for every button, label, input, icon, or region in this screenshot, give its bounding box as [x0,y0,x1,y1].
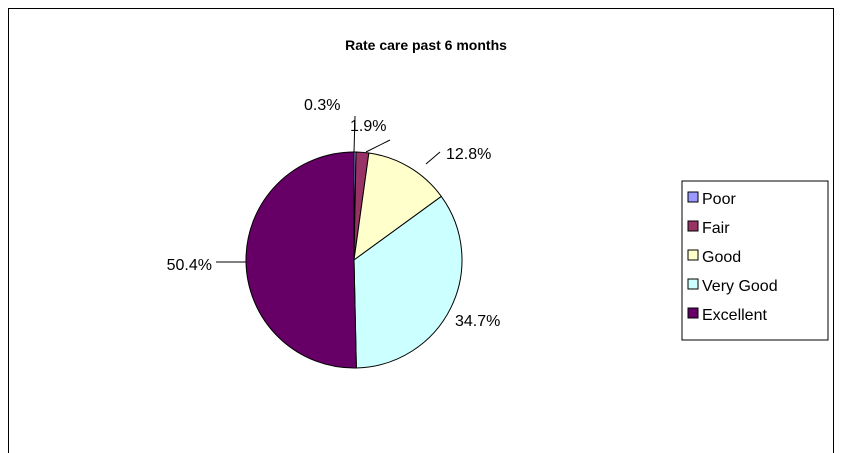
legend-label: Very Good [702,278,778,295]
data-labels: 0.3% 1.9% 12.8% 34.7% 50.4% [167,97,501,330]
legend-label: Poor [702,191,736,208]
legend: Poor Fair Good Very Good Excellent [681,180,829,341]
pie-slice-excellent [245,151,357,369]
pie-slice-good [353,152,443,262]
leader-lines [216,115,441,263]
data-label-very-good: 34.7% [455,313,500,330]
leader-line [353,115,356,153]
leader-line [425,151,441,165]
data-label-excellent: 50.4% [167,257,212,274]
pie-slices [245,151,463,369]
data-label-fair: 1.9% [350,118,386,135]
chart-title: Rate care past 6 months [345,37,507,53]
legend-swatch [687,220,699,232]
legend-label: Excellent [702,307,767,324]
legend-label: Good [702,249,741,266]
legend-box [681,180,829,341]
legend-label: Fair [702,220,730,237]
data-label-poor: 0.3% [304,97,340,114]
legend-swatch [687,249,699,261]
data-label-good: 12.8% [446,146,491,163]
legend-swatch [687,278,699,290]
legend-swatch [687,307,699,319]
pie-slice-very-good [353,195,463,369]
leader-line [365,139,391,153]
legend-swatch [687,191,699,203]
